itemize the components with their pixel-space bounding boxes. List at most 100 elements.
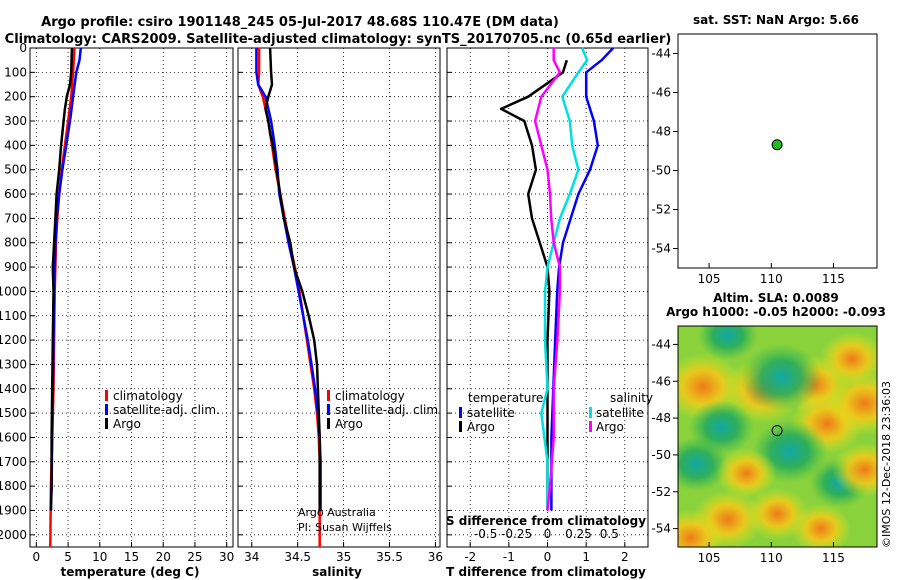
longitude-tick-label: 105 [698, 272, 721, 286]
tick-label-x: 0 [544, 550, 552, 564]
tick-label-x: 34.5 [284, 550, 311, 564]
sla-anomaly-blob [826, 371, 877, 435]
temperature-panel: 0 5 10 15 20 25 300100200300400500600700800900… [0, 41, 234, 564]
sla-anomaly-blob [831, 442, 877, 497]
tick-label-x: 1 [582, 550, 590, 564]
s-tick-label: -0.5 [474, 527, 497, 541]
argo-profile-line [264, 47, 321, 511]
map-frame [677, 33, 878, 269]
tick-label-x: 0 [33, 550, 41, 564]
s-difference-axis-label: S difference from climatology [446, 514, 646, 528]
latitude-tick-label: -46 [651, 374, 671, 388]
s-tick-label: 0.25 [565, 527, 592, 541]
depth-tick-label: 700 [4, 211, 27, 225]
sla-anomaly-blob [678, 436, 730, 492]
depth-tick-label: 1100 [0, 309, 27, 323]
sst-map-title: sat. SST: NaN Argo: 5.66 [693, 13, 859, 27]
figure-title-line2: Climatology: CARS2009. Satellite-adjuste… [5, 32, 672, 47]
legend-title-temperature: temperature [468, 391, 543, 405]
figure-title-line1: Argo profile: csiro 1901148_245 05-Jul-2… [41, 15, 559, 30]
sla-anomaly-blob [791, 503, 852, 547]
legend-swatch [589, 407, 592, 418]
legend-swatch [589, 421, 592, 432]
legend-swatch [459, 421, 462, 432]
latitude-tick-label: -46 [651, 86, 671, 100]
depth-tick-label: 900 [4, 260, 27, 274]
sla-anomaly-blob [740, 343, 822, 412]
latitude-tick-label: -52 [651, 485, 671, 499]
depth-tick-label: 1700 [0, 455, 27, 469]
credit-line2: PI: Susan Wijffels [298, 521, 392, 534]
longitude-tick-label: 115 [822, 551, 845, 565]
s-tick-label: 0.5 [600, 527, 619, 541]
difference-panel: -2 -1 0 1 2 -0.5 -0.25 0 0.25 0.5 temperature salin… [446, 47, 653, 564]
legend-label: satellite [467, 406, 515, 420]
legend-swatch [105, 418, 108, 429]
longitude-tick-label: 110 [760, 551, 783, 565]
sla-field [678, 326, 877, 547]
depth-tick-label: 1900 [0, 503, 27, 517]
latitude-tick-label: -50 [651, 448, 671, 462]
credit-line1: Argo Australia [298, 506, 376, 519]
tick-label-x: 36 [428, 550, 443, 564]
tick-label-x: 15 [124, 550, 139, 564]
legend-swatch [327, 390, 330, 401]
sla-map-title2: Argo h1000: -0.05 h2000: -0.093 [666, 305, 886, 319]
sla-anomaly-blob [697, 326, 758, 361]
legend-label: Argo [335, 417, 363, 431]
argo-position-marker [771, 139, 783, 151]
depth-tick-label: 2000 [0, 528, 27, 542]
depth-tick-label: 100 [4, 65, 27, 79]
sla-anomaly-blob [716, 448, 777, 499]
tick-label-x: 35 [336, 550, 351, 564]
latitude-tick-label: -44 [651, 47, 671, 61]
depth-tick-label: 600 [4, 187, 27, 201]
legend-title-salinity: salinity [610, 391, 653, 405]
latitude-tick-label: -52 [651, 203, 671, 217]
latitude-tick-label: -44 [651, 337, 671, 351]
depth-tick-label: 1600 [0, 430, 27, 444]
tick-label-x: -1 [503, 550, 515, 564]
latitude-tick-label: -48 [651, 411, 671, 425]
tick-label-x: 30 [219, 550, 234, 564]
legend-label: satellite-adj. clim. [113, 403, 220, 417]
tick-label-x: 2 [621, 550, 629, 564]
legend-swatch [327, 418, 330, 429]
imos-watermark: ©IMOS 12-Dec-2018 23:36:03 [880, 381, 893, 548]
s-tick-label: 0 [544, 527, 552, 541]
sla-anomaly-blob [678, 509, 725, 547]
legend-swatch [459, 407, 462, 418]
tick-label-x: 20 [156, 550, 171, 564]
depth-tick-label: 200 [4, 90, 27, 104]
sst-map-panel: 105 110 115 -44 -46 -48 -50 -52 -54 [651, 33, 878, 286]
sla-map-title1: Altim. SLA: 0.0089 [713, 291, 839, 305]
depth-tick-label: 400 [4, 138, 27, 152]
latitude-tick-label: -54 [651, 242, 671, 256]
legend-label: climatology [113, 389, 183, 403]
legend-label: Argo [113, 417, 141, 431]
depth-tick-label: 1400 [0, 382, 27, 396]
sla-map-panel: 105 110 115 -44 -46 -48 -50 -52 -54 [651, 325, 878, 565]
longitude-tick-label: 115 [822, 272, 845, 286]
legend-swatch [105, 390, 108, 401]
tick-label-x: -2 [464, 550, 476, 564]
depth-tick-label: 500 [4, 163, 27, 177]
salinity-panel: 34 34.5 35 35.5 36 climatologysatellite-adj. … [237, 47, 443, 564]
depth-tick-label: 1500 [0, 406, 27, 420]
tick-label-x: 35.5 [376, 550, 403, 564]
map-background [678, 34, 877, 268]
tick-label-x: 5 [64, 550, 72, 564]
map-frame [677, 325, 878, 548]
latitude-tick-label: -54 [651, 522, 671, 536]
depth-tick-label: 300 [4, 114, 27, 128]
argo-position-marker [771, 425, 783, 437]
legend-label: Argo [467, 420, 495, 434]
depth-tick-label: 1200 [0, 333, 27, 347]
depth-tick-label: 0 [19, 41, 27, 55]
legend-label: satellite [596, 406, 644, 420]
argo-profile-line [49, 47, 74, 511]
depth-tick-label: 1300 [0, 357, 27, 371]
tick-label-x: 25 [187, 550, 202, 564]
tick-label-x: 10 [92, 550, 107, 564]
longitude-tick-label: 105 [698, 551, 721, 565]
